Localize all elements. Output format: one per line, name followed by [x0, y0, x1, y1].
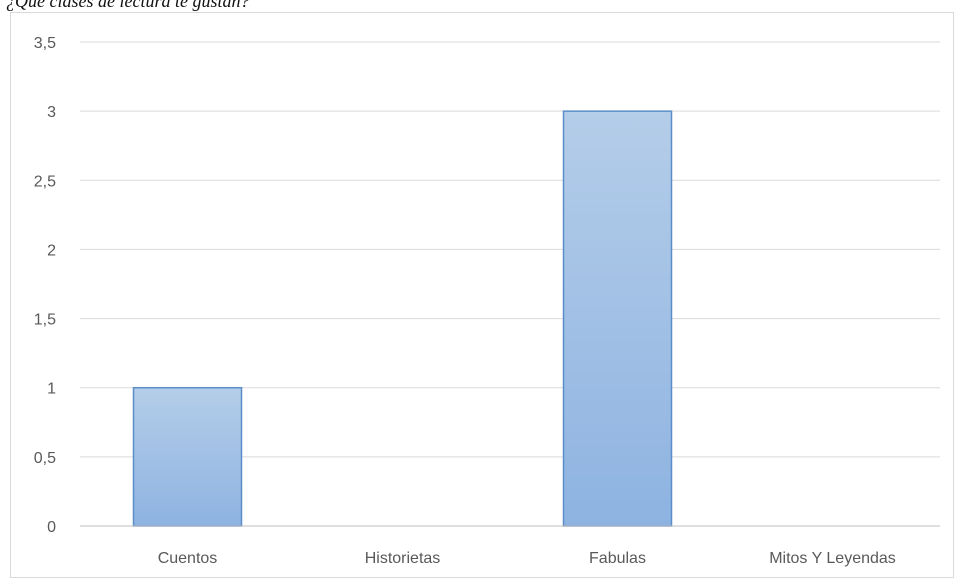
bars	[132, 110, 673, 527]
x-axis-tick-labels: Cuentos Historietas Fabulas Mitos Y Leyenda…	[158, 550, 896, 567]
y-tick-label: 1,5	[34, 312, 56, 329]
x-tick-label: Cuentos	[158, 550, 218, 567]
y-tick-label: 0	[47, 519, 56, 536]
x-tick-label: Mitos Y Leyendas	[769, 550, 896, 567]
x-tick-label: Historietas	[365, 550, 441, 567]
y-tick-label: 1	[47, 381, 56, 398]
y-tick-label: 3,5	[34, 35, 56, 52]
gridlines	[80, 41, 940, 458]
chart-heading: ¿Qué clases de lectura te gustan?	[6, 0, 250, 11]
x-tick-label: Fabulas	[589, 550, 646, 567]
chart-frame	[10, 12, 954, 578]
y-tick-label: 3	[47, 104, 56, 121]
bar-cuentos	[132, 386, 243, 527]
y-tick-label: 0,5	[34, 450, 56, 467]
y-axis-tick-labels: 0 0,5 1 1,5 2 2,5 3 3,5	[34, 35, 56, 536]
y-tick-label: 2	[47, 242, 56, 259]
bar-fabulas	[562, 110, 673, 527]
y-tick-label: 2,5	[34, 173, 56, 190]
